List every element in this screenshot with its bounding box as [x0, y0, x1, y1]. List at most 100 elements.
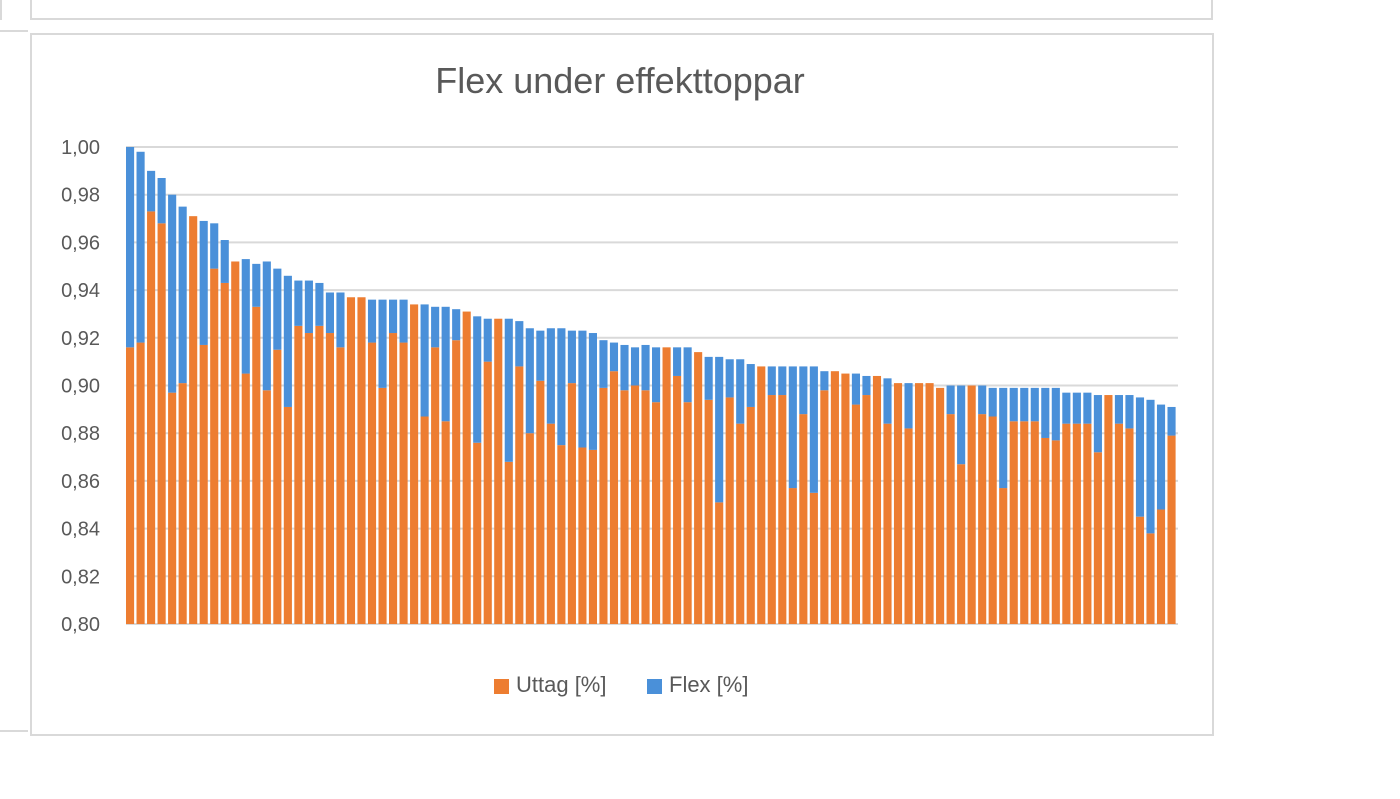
bar-uttag — [778, 395, 787, 624]
bar-flex — [1041, 387, 1050, 438]
bar-flex — [241, 259, 250, 374]
bar-flex — [525, 328, 534, 434]
bar-flex — [399, 299, 408, 343]
bar-flex — [473, 316, 482, 443]
bar-uttag — [420, 416, 429, 624]
bar-uttag — [1062, 423, 1071, 624]
bar-uttag — [809, 492, 818, 624]
bar-uttag — [199, 344, 208, 624]
bar-flex — [862, 375, 871, 396]
bar-flex — [136, 151, 145, 343]
bar-uttag — [904, 428, 913, 624]
chart-title: Flex under effekttoppar — [435, 60, 805, 101]
bar-uttag — [967, 385, 976, 624]
bar-flex — [788, 366, 797, 489]
bar-flex — [126, 147, 135, 348]
bar-uttag — [915, 383, 924, 624]
bar-uttag — [988, 416, 997, 624]
bar-uttag — [262, 390, 271, 624]
bar-flex — [715, 356, 724, 503]
bar-flex — [704, 356, 713, 400]
bar-uttag — [694, 352, 703, 624]
bar-uttag — [841, 373, 850, 624]
y-tick-label: 0,94 — [61, 280, 100, 302]
bar-flex — [504, 318, 513, 462]
bar-uttag — [220, 282, 229, 624]
bar-uttag — [504, 461, 513, 624]
bar-uttag — [241, 373, 250, 624]
previous-chart-frame — [30, 0, 1213, 20]
bar-flex — [957, 385, 966, 465]
bar-uttag — [999, 488, 1008, 624]
bar-flex — [273, 268, 282, 350]
bar-flex — [799, 366, 808, 415]
bars — [126, 147, 1176, 625]
bar-flex — [1114, 395, 1123, 424]
bar-uttag — [557, 445, 566, 624]
bar-flex — [546, 328, 555, 424]
bar-flex — [851, 373, 860, 405]
bar-uttag — [315, 325, 324, 624]
bar-uttag — [494, 318, 503, 624]
y-tick-label: 0,80 — [61, 614, 100, 636]
bar-uttag — [126, 347, 135, 624]
bar-flex — [1020, 387, 1029, 422]
y-tick-label: 0,82 — [61, 566, 100, 588]
bar-uttag — [630, 385, 640, 624]
bar-uttag — [851, 404, 860, 624]
bar-uttag — [294, 325, 303, 624]
bar-uttag — [1125, 428, 1134, 624]
bar-flex — [567, 330, 576, 384]
bar-flex — [199, 220, 208, 345]
bar-uttag — [746, 406, 755, 624]
bar-flex — [262, 261, 271, 391]
bar-flex — [767, 366, 776, 396]
bar-uttag — [357, 297, 366, 624]
bar-uttag — [957, 464, 966, 624]
bar-flex — [641, 344, 650, 391]
bar-flex — [1030, 387, 1039, 422]
bar-uttag — [1156, 509, 1166, 624]
bar-flex — [157, 178, 166, 224]
bar-uttag — [641, 390, 650, 624]
bar-flex — [378, 299, 387, 388]
bar-uttag — [830, 371, 839, 624]
bar-flex — [820, 371, 829, 391]
bar-flex — [746, 364, 755, 407]
bar-flex — [325, 292, 334, 334]
bar-uttag — [1072, 423, 1081, 624]
bar-flex — [1072, 392, 1081, 424]
bar-flex — [252, 263, 261, 307]
bar-uttag — [178, 383, 187, 624]
bar-flex — [883, 378, 892, 424]
bar-uttag — [936, 387, 945, 624]
bar-uttag — [820, 390, 829, 624]
bar-uttag — [767, 395, 776, 624]
bar-uttag — [515, 366, 524, 624]
y-tick-label: 0,96 — [61, 232, 100, 254]
bar-uttag — [168, 392, 177, 624]
bar-uttag — [715, 502, 724, 624]
bar-uttag — [893, 383, 903, 624]
bar-uttag — [452, 340, 461, 624]
bar-uttag — [652, 402, 661, 624]
bar-flex — [588, 333, 597, 450]
bar-flex — [736, 359, 745, 424]
bar-uttag — [336, 347, 345, 624]
bar-uttag — [157, 223, 166, 624]
bar-uttag — [389, 333, 398, 624]
bar-uttag — [147, 211, 156, 624]
bar-flex — [609, 342, 619, 372]
bar-uttag — [431, 347, 440, 624]
bar-flex — [630, 347, 640, 386]
bar-uttag — [325, 333, 334, 624]
bar-flex — [683, 347, 692, 403]
bar-flex — [1083, 392, 1092, 424]
bar-uttag — [283, 406, 292, 624]
bar-uttag — [1020, 421, 1029, 624]
bar-flex — [1051, 387, 1060, 441]
bar-flex — [946, 385, 955, 415]
sheet-gridline — [0, 0, 2, 20]
bar-flex — [904, 383, 913, 429]
